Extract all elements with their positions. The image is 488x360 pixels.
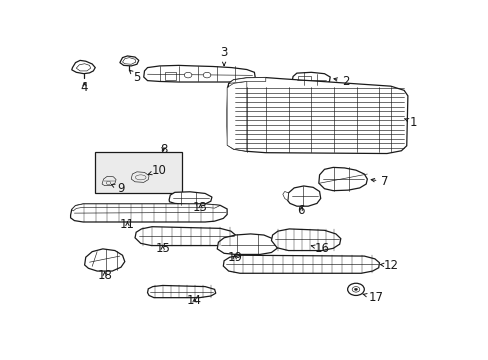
- Text: 19: 19: [227, 251, 242, 264]
- Bar: [95, 152, 182, 193]
- Text: 17: 17: [363, 291, 383, 304]
- Polygon shape: [72, 60, 95, 74]
- Text: 14: 14: [186, 294, 202, 307]
- Circle shape: [351, 287, 359, 292]
- Polygon shape: [70, 204, 226, 222]
- Text: 15: 15: [155, 242, 170, 255]
- Text: 12: 12: [380, 259, 397, 272]
- Text: 16: 16: [311, 242, 328, 255]
- Polygon shape: [282, 192, 288, 201]
- Text: 18: 18: [97, 269, 112, 282]
- Text: 13: 13: [193, 201, 207, 214]
- Polygon shape: [72, 204, 220, 211]
- Text: 1: 1: [404, 116, 416, 129]
- Circle shape: [184, 72, 191, 78]
- Polygon shape: [227, 77, 265, 87]
- Polygon shape: [318, 167, 366, 191]
- Text: 7: 7: [370, 175, 388, 188]
- Polygon shape: [297, 76, 311, 84]
- Polygon shape: [226, 81, 246, 151]
- Text: 9: 9: [111, 182, 124, 195]
- Polygon shape: [169, 192, 211, 204]
- Text: 6: 6: [296, 203, 304, 217]
- Text: 10: 10: [148, 164, 166, 177]
- Polygon shape: [122, 58, 136, 64]
- Polygon shape: [165, 72, 175, 80]
- Text: 3: 3: [220, 46, 227, 66]
- Polygon shape: [102, 176, 116, 186]
- Text: 4: 4: [81, 81, 88, 94]
- Polygon shape: [143, 66, 255, 82]
- Circle shape: [106, 181, 111, 185]
- Polygon shape: [287, 186, 320, 206]
- Polygon shape: [226, 77, 407, 153]
- Polygon shape: [223, 255, 379, 273]
- Circle shape: [347, 283, 364, 296]
- Circle shape: [203, 72, 210, 78]
- Polygon shape: [217, 234, 277, 255]
- Ellipse shape: [135, 175, 146, 180]
- Polygon shape: [84, 249, 124, 271]
- Text: 11: 11: [120, 218, 135, 231]
- Polygon shape: [147, 285, 215, 298]
- Polygon shape: [120, 56, 139, 66]
- Polygon shape: [271, 229, 340, 251]
- Polygon shape: [292, 72, 329, 85]
- Polygon shape: [76, 64, 90, 71]
- Polygon shape: [135, 227, 235, 246]
- Text: 8: 8: [160, 143, 167, 156]
- Circle shape: [354, 288, 357, 291]
- Text: 2: 2: [333, 75, 349, 88]
- Polygon shape: [131, 172, 149, 183]
- Text: 5: 5: [129, 70, 141, 84]
